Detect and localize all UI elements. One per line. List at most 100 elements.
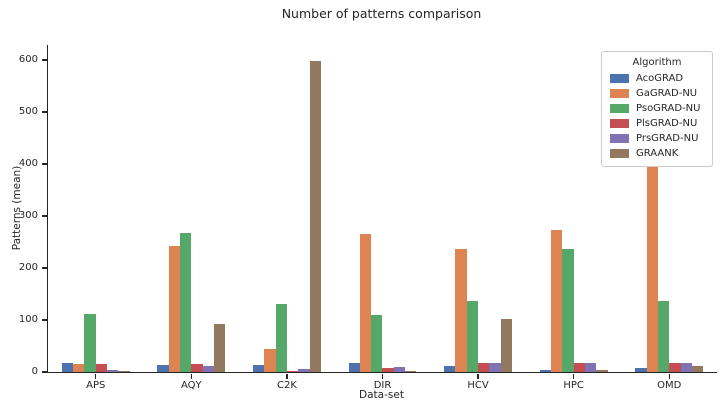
- bar-gagrad-nu-omd: [646, 166, 658, 372]
- bar-prsgrad-nu-aps: [107, 370, 119, 372]
- legend-item-label: GaGRAD-NU: [636, 88, 698, 99]
- bar-prsgrad-nu-hcv: [489, 363, 501, 372]
- legend-item-label: AcoGRAD: [636, 73, 684, 84]
- y-tick-mark: [41, 163, 47, 165]
- y-tick-label: 500: [18, 106, 38, 118]
- x-axis-label: Data-set: [359, 389, 404, 401]
- x-tick-label-omd: OMD: [657, 380, 682, 391]
- y-axis-label: Patterns (mean): [11, 165, 23, 251]
- legend-swatch-icon: [610, 104, 629, 113]
- x-tick-label-hcv: HCV: [467, 380, 489, 391]
- bar-graank-aqy: [213, 324, 226, 372]
- x-tick-mark: [572, 373, 575, 379]
- legend-swatch-icon: [610, 119, 629, 128]
- bar-psograd-nu-omd: [657, 301, 670, 372]
- bar-acograd-dir: [348, 363, 360, 372]
- plot-area: 0 100 200 300 400 500 600 APS AQY C2K DIR HCV HPC OMD: [19, 45, 717, 391]
- bar-graank-c2k: [309, 61, 321, 372]
- bar-group-aps: [48, 45, 144, 372]
- legend-item-label: GRAANK: [636, 148, 679, 159]
- bar-gagrad-nu-dir: [359, 233, 372, 372]
- legend-item-psograd-nu: PsoGRAD-NU: [602, 101, 712, 116]
- y-tick-label: 0: [31, 366, 38, 377]
- bar-graank-hcv: [500, 318, 512, 372]
- bar-acograd-c2k: [253, 365, 265, 372]
- bar-acograd-aqy: [157, 365, 169, 372]
- x-tick-label-dir: DIR: [373, 380, 392, 391]
- y-tick-mark: [41, 215, 47, 217]
- y-tick-label: 300: [18, 210, 38, 222]
- x-tick-mark: [190, 373, 192, 379]
- bar-group-c2k: [239, 45, 335, 372]
- bar-group-hpc: [526, 45, 622, 372]
- bar-graank-omd: [691, 365, 704, 372]
- x-tick-label-c2k: C2K: [276, 380, 297, 391]
- legend-item-label: PrsGRAD-NU: [636, 133, 699, 144]
- bar-prsgrad-nu-aqy: [202, 365, 214, 372]
- bar-plsgrad-nu-aqy: [191, 363, 203, 372]
- bar-acograd-hcv: [444, 366, 456, 372]
- y-tick-mark: [41, 371, 47, 373]
- bar-plsgrad-nu-omd: [669, 363, 681, 372]
- x-tick-mark: [95, 373, 97, 379]
- bar-graank-aps: [118, 371, 130, 372]
- legend-title: Algorithm: [632, 57, 682, 68]
- bar-acograd-aps: [61, 363, 74, 372]
- bar-prsgrad-nu-c2k: [298, 369, 310, 372]
- bar-psograd-nu-aps: [84, 314, 96, 372]
- bar-acograd-hpc: [539, 369, 552, 372]
- bar-prsgrad-nu-dir: [393, 366, 406, 372]
- y-tick-mark: [41, 267, 47, 269]
- bar-gagrad-nu-aqy: [168, 245, 181, 372]
- bar-gagrad-nu-hpc: [551, 229, 563, 372]
- bar-group-dir: [335, 45, 431, 372]
- bar-psograd-nu-dir: [371, 315, 383, 372]
- bar-plsgrad-nu-hpc: [573, 363, 585, 372]
- bar-psograd-nu-hcv: [466, 300, 479, 372]
- bar-gagrad-nu-c2k: [264, 349, 276, 372]
- bar-plsgrad-nu-dir: [382, 367, 394, 372]
- legend-swatch-icon: [610, 89, 629, 98]
- bar-psograd-nu-hpc: [562, 249, 574, 372]
- legend-swatch-icon: [610, 134, 629, 143]
- legend-item-acograd: AcoGRAD: [602, 71, 712, 86]
- legend-item-label: PlsGRAD-NU: [636, 118, 698, 129]
- legend-item-plsgrad-nu: PlsGRAD-NU: [602, 116, 712, 131]
- x-tick-mark: [381, 373, 384, 379]
- chart-title: Number of patterns comparison: [281, 6, 482, 21]
- x-tick-label-aps: APS: [86, 380, 106, 391]
- legend-item-prsgrad-nu: PrsGRAD-NU: [602, 131, 712, 146]
- legend: Algorithm AcoGRAD GaGRAD-NU PsoGRAD-NU PlsG…: [601, 51, 713, 167]
- bar-gagrad-nu-aps: [73, 364, 85, 372]
- legend-swatch-icon: [610, 74, 629, 83]
- bar-group-hcv: [430, 45, 526, 372]
- bar-gagrad-nu-hcv: [455, 248, 467, 372]
- y-tick-label: 600: [18, 54, 38, 66]
- bar-plsgrad-nu-aps: [95, 363, 108, 372]
- y-tick-mark: [41, 319, 47, 321]
- bar-graank-dir: [405, 370, 417, 372]
- y-tick-label: 400: [18, 158, 38, 170]
- legend-items: AcoGRAD GaGRAD-NU PsoGRAD-NU PlsGRAD-NU PrsG…: [602, 71, 712, 161]
- legend-item-gagrad-nu: GaGRAD-NU: [602, 86, 712, 101]
- bar-group-omd: [621, 45, 717, 372]
- y-tick-mark: [41, 111, 47, 113]
- bar-plsgrad-nu-c2k: [286, 371, 299, 372]
- legend-swatch-icon: [610, 149, 629, 158]
- bar-acograd-omd: [635, 367, 647, 372]
- bar-group-aqy: [144, 45, 240, 372]
- bar-prsgrad-nu-hpc: [584, 362, 597, 372]
- x-tick-label-hpc: HPC: [563, 380, 584, 391]
- y-tick-mark: [41, 59, 47, 61]
- x-tick-mark: [286, 373, 288, 379]
- bar-psograd-nu-c2k: [275, 304, 287, 372]
- bar-prsgrad-nu-omd: [680, 363, 692, 372]
- bar-graank-hpc: [596, 369, 608, 372]
- x-tick-mark: [668, 373, 670, 379]
- legend-item-label: PsoGRAD-NU: [636, 103, 701, 114]
- bar-psograd-nu-aqy: [180, 232, 192, 372]
- y-tick-label: 200: [18, 262, 38, 274]
- bar-plsgrad-nu-hcv: [478, 363, 490, 372]
- y-tick-label: 100: [18, 314, 38, 326]
